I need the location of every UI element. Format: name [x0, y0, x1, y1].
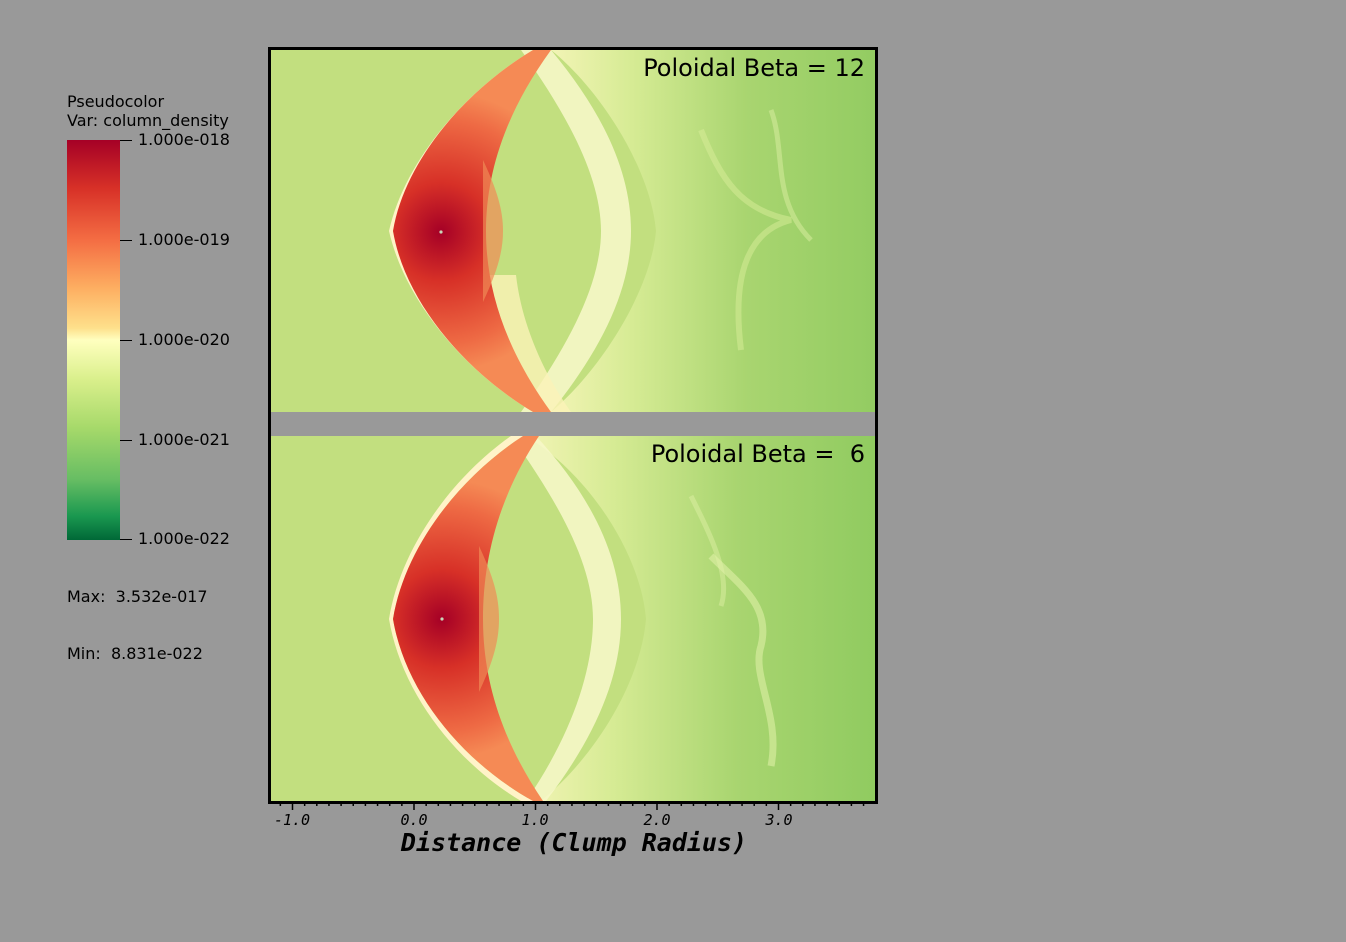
colorbar-tick-label: 1.000e-018	[138, 130, 230, 149]
x-axis	[279, 801, 865, 810]
shock-shell	[521, 50, 631, 412]
column-density-image	[271, 50, 875, 412]
turbulent-filament	[768, 109, 813, 242]
colorbar-tick	[120, 240, 132, 241]
x-tick-label: -1.0	[273, 811, 311, 829]
legend-stats: Max: 3.532e-017 Min: 8.831e-022	[67, 549, 208, 682]
clump-center-marker	[440, 617, 444, 621]
dense-clump	[393, 436, 543, 801]
wake-region	[526, 436, 875, 801]
x-tick-label: 1.0	[521, 811, 549, 829]
turbulent-filament	[698, 128, 792, 351]
wake-region	[551, 50, 875, 412]
colorbar	[67, 140, 120, 540]
colorbar-tick-label: 1.000e-021	[138, 430, 230, 449]
legend-min: Min: 8.831e-022	[67, 644, 203, 663]
legend-title-variable: Var: column_density	[67, 111, 229, 130]
colorbar-tick	[120, 340, 132, 341]
colorbar-tick-label: 1.000e-019	[138, 230, 230, 249]
turbulent-filament	[708, 553, 777, 767]
x-tick-label: 2.0	[643, 811, 671, 829]
legend-max: Max: 3.532e-017	[67, 587, 208, 606]
colorbar-tick	[120, 140, 132, 141]
x-tick-label: 0.0	[400, 811, 428, 829]
simulation-panel-top: Poloidal Beta = 12	[271, 50, 875, 412]
turbulent-filament	[688, 494, 727, 607]
panel-label-beta-6: Poloidal Beta = 6	[650, 440, 865, 468]
simulation-panel-bottom: Poloidal Beta = 6	[271, 436, 875, 801]
colorbar-tick-label: 1.000e-022	[138, 529, 230, 548]
clump-rear	[479, 546, 499, 692]
legend-title: Pseudocolor Var: column_density	[67, 92, 229, 130]
shock-shell	[511, 436, 621, 801]
column-density-image	[271, 436, 875, 801]
colorbar-tick-label: 1.000e-020	[138, 330, 230, 349]
clump-center-marker	[439, 230, 443, 234]
plot-frame: Poloidal Beta = 12	[268, 47, 878, 804]
legend-title-plot-type: Pseudocolor	[67, 92, 165, 111]
colorbar-tick	[120, 539, 132, 540]
x-axis-ticks	[279, 801, 865, 810]
clump-rear	[483, 160, 503, 302]
inner-shell	[486, 275, 571, 412]
dense-clump	[393, 50, 551, 412]
x-axis-title: Distance (Clump Radius)	[400, 828, 748, 857]
colorbar-tick	[120, 440, 132, 441]
panel-label-beta-12: Poloidal Beta = 12	[643, 54, 865, 82]
x-tick-label: 3.0	[765, 811, 793, 829]
